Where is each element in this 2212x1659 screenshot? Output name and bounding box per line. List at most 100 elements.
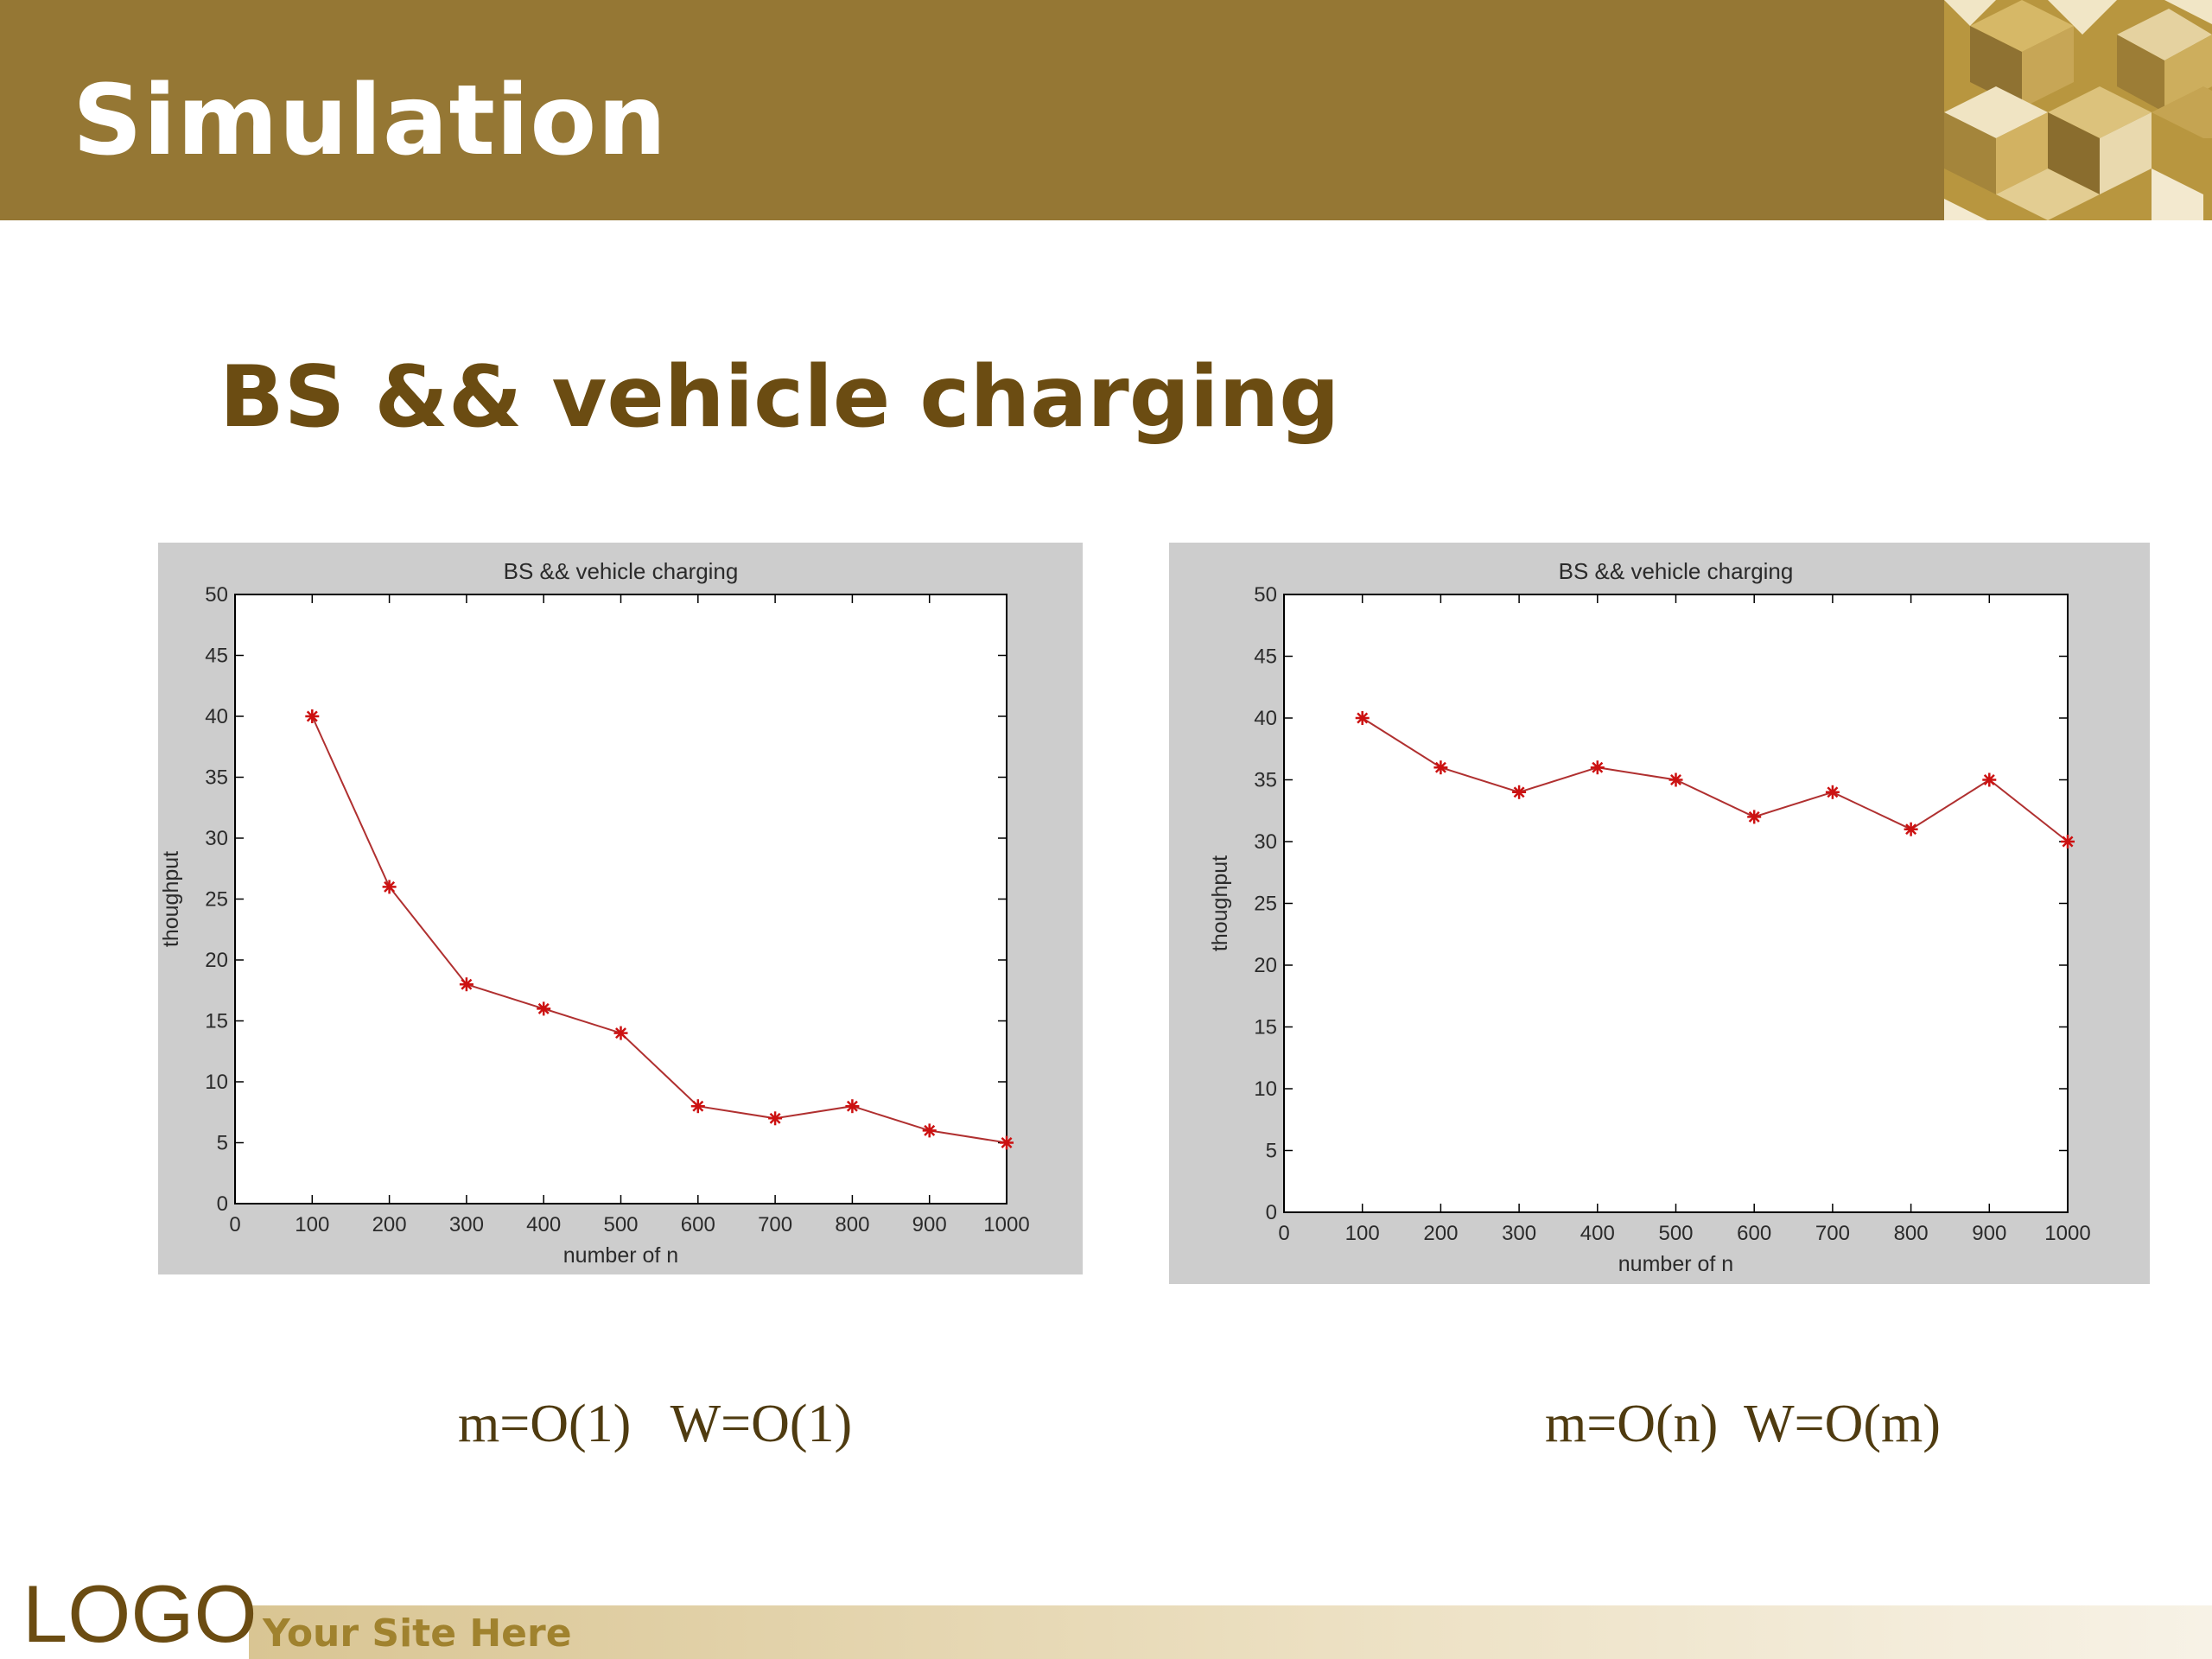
y-tick-label: 40 <box>1254 707 1277 730</box>
y-tick-label: 0 <box>1266 1201 1277 1224</box>
data-point <box>2061 835 2075 849</box>
series-line <box>311 715 1007 1144</box>
data-point <box>305 709 320 723</box>
marker-stroke <box>769 1112 781 1124</box>
y-tick-label: 45 <box>205 645 228 668</box>
x-tick-label: 200 <box>1423 1222 1458 1245</box>
marker-stroke <box>384 880 396 893</box>
marker-stroke <box>537 1002 550 1014</box>
y-tick-label: 40 <box>205 705 228 728</box>
slide-title: Simulation <box>73 65 668 177</box>
caption-left: m=O(1) W=O(1) <box>458 1395 853 1453</box>
y-tick-label: 35 <box>1254 769 1277 792</box>
caption-right: m=O(n) W=O(m) <box>1545 1395 1941 1453</box>
data-point <box>1825 785 1840 799</box>
data-point <box>459 977 474 992</box>
x-axis-label: number of n <box>563 1243 678 1268</box>
x-tick-label: 400 <box>1580 1222 1615 1245</box>
x-tick-label: 300 <box>449 1213 484 1236</box>
x-tick-label: 1000 <box>983 1213 1029 1236</box>
y-tick-label: 35 <box>205 766 228 790</box>
y-tick-label: 50 <box>205 583 228 607</box>
chart-title: BS && vehicle charging <box>504 558 739 584</box>
y-tick-label: 5 <box>217 1132 228 1155</box>
y-tick-label: 25 <box>205 888 228 912</box>
marker-stroke <box>306 710 318 722</box>
marker-stroke <box>1670 774 1681 785</box>
marker-stroke <box>1513 786 1525 798</box>
x-tick-label: 500 <box>603 1213 638 1236</box>
data-point <box>1590 760 1605 775</box>
marker-stroke <box>461 978 473 990</box>
x-tick-label: 700 <box>758 1213 792 1236</box>
marker-stroke <box>1357 712 1369 724</box>
marker-stroke <box>1983 774 1995 785</box>
plot-area <box>234 594 1007 1205</box>
y-tick-label: 5 <box>1266 1140 1277 1163</box>
marker-stroke <box>1001 1137 1013 1148</box>
cube-pattern <box>1944 0 2212 220</box>
marker-stroke <box>1905 823 1917 836</box>
marker-stroke <box>1827 786 1839 798</box>
marker-stroke <box>692 1100 704 1112</box>
marker-stroke <box>846 1100 858 1112</box>
y-tick-label: 20 <box>205 949 228 972</box>
chart-title: BS && vehicle charging <box>1559 558 1794 584</box>
footer-logo: LOGO <box>22 1568 257 1659</box>
data-point <box>613 1026 628 1040</box>
y-axis-label: thoughput <box>1208 855 1232 951</box>
y-tick-label: 25 <box>1254 893 1277 916</box>
x-tick-label: 0 <box>229 1213 240 1236</box>
marker-stroke <box>615 1027 626 1039</box>
y-tick-label: 45 <box>1254 645 1277 669</box>
data-point <box>1000 1135 1014 1150</box>
x-tick-label: 600 <box>1737 1222 1771 1245</box>
x-tick-label: 900 <box>912 1213 947 1236</box>
data-point <box>537 1001 551 1016</box>
x-tick-label: 100 <box>1345 1222 1380 1245</box>
x-tick-label: 300 <box>1502 1222 1536 1245</box>
y-axis-label: thoughput <box>159 851 183 947</box>
y-tick-label: 20 <box>1254 954 1277 977</box>
title-banner: Simulation <box>0 0 2212 220</box>
data-point <box>768 1111 783 1126</box>
y-tick-label: 50 <box>1254 583 1277 607</box>
x-tick-label: 800 <box>835 1213 869 1236</box>
marker-stroke <box>1748 810 1760 823</box>
data-point <box>690 1099 705 1114</box>
footer-bar <box>249 1605 2212 1659</box>
footer-site-link[interactable]: Your Site Here <box>263 1611 572 1656</box>
data-point <box>1982 772 1997 787</box>
chart-panel-right: 0 100 200 300 400 500 600 700 800 900 1000 0 5 10 15 20… <box>1169 543 2150 1284</box>
x-tick-label: 0 <box>1278 1222 1289 1245</box>
y-tick-label: 15 <box>1254 1016 1277 1039</box>
x-tick-label: 400 <box>526 1213 561 1236</box>
data-point <box>845 1099 860 1114</box>
y-tick-label: 15 <box>205 1010 228 1033</box>
y-tick-label: 30 <box>205 827 228 850</box>
data-point <box>1747 810 1762 824</box>
data-point <box>382 880 397 894</box>
x-tick-label: 1000 <box>2044 1222 2090 1245</box>
y-tick-label: 10 <box>205 1071 228 1094</box>
data-point <box>1904 822 1918 836</box>
plot-area <box>1283 594 2069 1213</box>
x-tick-label: 600 <box>681 1213 715 1236</box>
y-tick-label: 10 <box>1254 1077 1277 1101</box>
data-point <box>1669 772 1683 787</box>
line-chart-left: 0 100 200 300 400 500 600 700 800 900 1000 0 5 10 15 20… <box>159 558 1030 1268</box>
x-tick-label: 200 <box>372 1213 407 1236</box>
marker-stroke <box>1592 761 1604 773</box>
x-tick-label: 500 <box>1658 1222 1693 1245</box>
data-point <box>922 1123 937 1138</box>
line-chart-right: 0 100 200 300 400 500 600 700 800 900 1000 0 5 10 15 20… <box>1208 558 2091 1276</box>
chart-panel-left: 0 100 200 300 400 500 600 700 800 900 1000 0 5 10 15 20… <box>158 543 1083 1274</box>
x-tick-label: 700 <box>1815 1222 1850 1245</box>
data-point <box>1433 760 1448 775</box>
marker-stroke <box>1434 761 1446 773</box>
slide-subtitle: BS && vehicle charging <box>219 348 1340 447</box>
y-tick-label: 30 <box>1254 830 1277 854</box>
marker-stroke <box>924 1124 936 1136</box>
data-point <box>1355 711 1370 725</box>
x-tick-label: 800 <box>1894 1222 1929 1245</box>
